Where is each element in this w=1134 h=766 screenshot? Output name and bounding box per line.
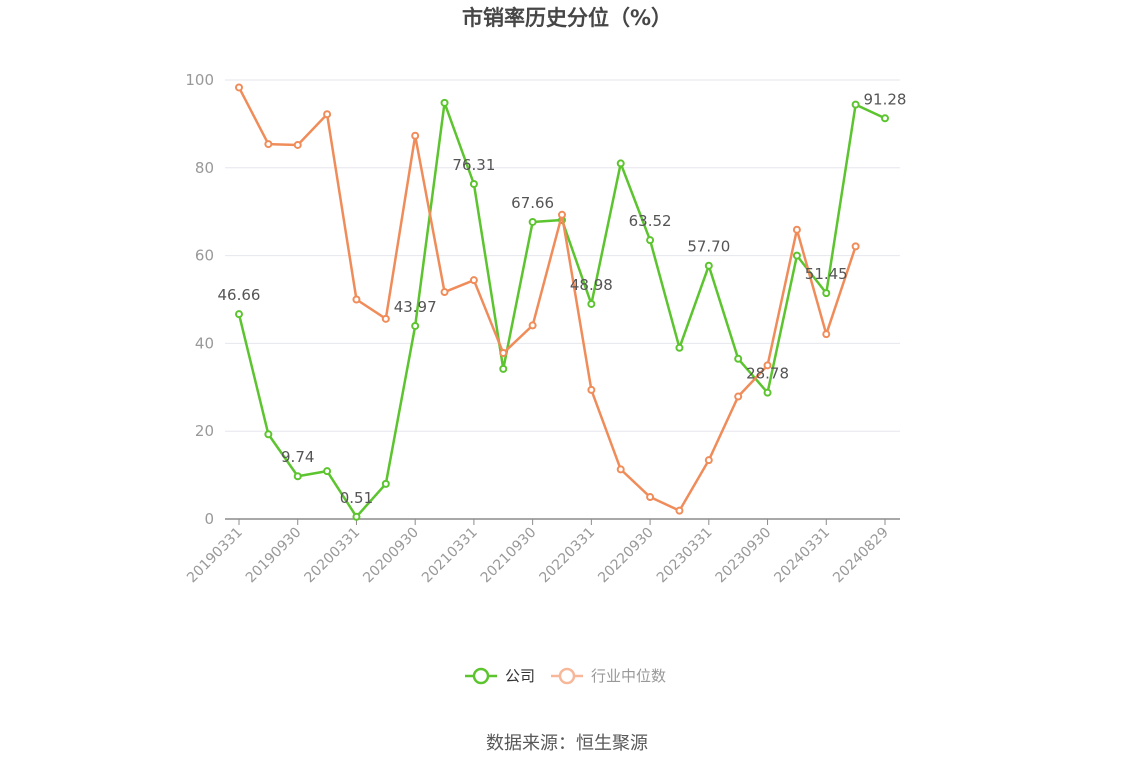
legend-marker: [558, 667, 576, 685]
x-tick-label: 20220930: [595, 525, 657, 587]
industry-data-point: [440, 288, 449, 297]
company-data-point: [792, 251, 801, 260]
y-tick-label: 60: [195, 247, 214, 265]
data-label: 28.78: [746, 365, 789, 383]
industry-series-line: [237, 86, 857, 512]
company-data-point: [822, 289, 831, 298]
x-tick-label: 20240829: [830, 525, 892, 587]
company-data-point: [734, 354, 743, 363]
industry-data-point: [499, 349, 508, 358]
company-data-point: [704, 261, 713, 270]
data-label: 57.70: [687, 238, 730, 256]
industry-data-point: [587, 385, 596, 394]
company-data-point: [881, 114, 889, 123]
legend-label: 行业中位数: [591, 667, 666, 685]
industry-data-point: [704, 456, 713, 465]
y-tick-label: 40: [195, 334, 214, 352]
x-tick-label: 20230930: [713, 525, 775, 587]
legend-item-industry: 行业中位数: [551, 667, 666, 685]
x-tick-label: 20210331: [419, 525, 481, 587]
x-tick-label: 20190930: [243, 525, 305, 587]
legend-label: 公司: [505, 667, 535, 685]
x-tick-label: 20230331: [654, 525, 716, 587]
company-data-point: [235, 310, 243, 319]
data-label: 48.98: [570, 276, 613, 294]
industry-data-point: [528, 321, 537, 330]
x-tick-label: 20200930: [360, 525, 422, 587]
data-label: 91.28: [864, 90, 907, 108]
industry-data-point: [235, 83, 243, 92]
data-label: 76.31: [452, 156, 495, 174]
industry-data-point: [352, 295, 361, 304]
y-tick-label: 100: [185, 71, 214, 89]
industry-data-point: [675, 506, 684, 515]
company-data-point: [587, 299, 596, 308]
company-data-point: [851, 100, 860, 109]
industry-data-point: [734, 392, 743, 401]
company-data-point: [381, 479, 390, 488]
x-tick-label: 20190331: [184, 525, 246, 587]
company-data-point: [352, 512, 361, 521]
chart-title: 市销率历史分位（%）: [461, 6, 673, 30]
y-tick-label: 80: [195, 159, 214, 177]
company-data-point: [646, 236, 655, 245]
industry-data-point: [469, 276, 478, 285]
industry-data-point: [851, 242, 860, 251]
legend-marker: [472, 667, 490, 685]
company-data-point: [411, 321, 420, 330]
data-label: 9.74: [281, 448, 314, 466]
y-tick-label: 0: [204, 510, 214, 528]
x-tick-label: 20200331: [302, 525, 364, 587]
industry-data-point: [646, 493, 655, 502]
legend: 公司 行业中位数: [465, 667, 666, 685]
y-tick-label: 20: [195, 422, 214, 440]
data-label: 43.97: [394, 298, 437, 316]
industry-data-point: [323, 110, 332, 119]
industry-data-point: [381, 314, 390, 323]
industry-data-point: [616, 465, 625, 474]
company-data-point: [293, 472, 302, 481]
industry-data-point: [763, 361, 772, 370]
industry-data-point: [792, 225, 801, 234]
industry-data-point: [264, 140, 273, 149]
company-data-point: [616, 159, 625, 168]
data-source-note: 数据来源：恒生聚源: [486, 733, 648, 754]
x-tick-label: 20220331: [536, 525, 598, 587]
industry-data-point: [822, 330, 831, 339]
company-data-point: [675, 343, 684, 352]
data-label: 0.51: [340, 489, 373, 507]
company-data-point: [440, 98, 449, 107]
company-data-point: [264, 430, 273, 439]
legend-item-company: 公司: [465, 667, 535, 685]
company-data-point: [469, 179, 478, 188]
x-tick-label: 20210930: [478, 525, 540, 587]
industry-data-point: [293, 140, 302, 149]
company-data-point: [763, 388, 772, 397]
industry-data-point: [558, 210, 566, 219]
x-tick-label: 20240331: [771, 525, 833, 587]
company-data-point: [323, 467, 332, 476]
data-label: 51.45: [805, 265, 848, 283]
industry-data-point: [411, 131, 420, 140]
company-data-point: [499, 364, 508, 373]
data-label: 67.66: [511, 194, 554, 212]
data-label: 63.52: [629, 212, 672, 230]
company-data-point: [528, 217, 537, 226]
data-label: 46.66: [218, 286, 261, 304]
